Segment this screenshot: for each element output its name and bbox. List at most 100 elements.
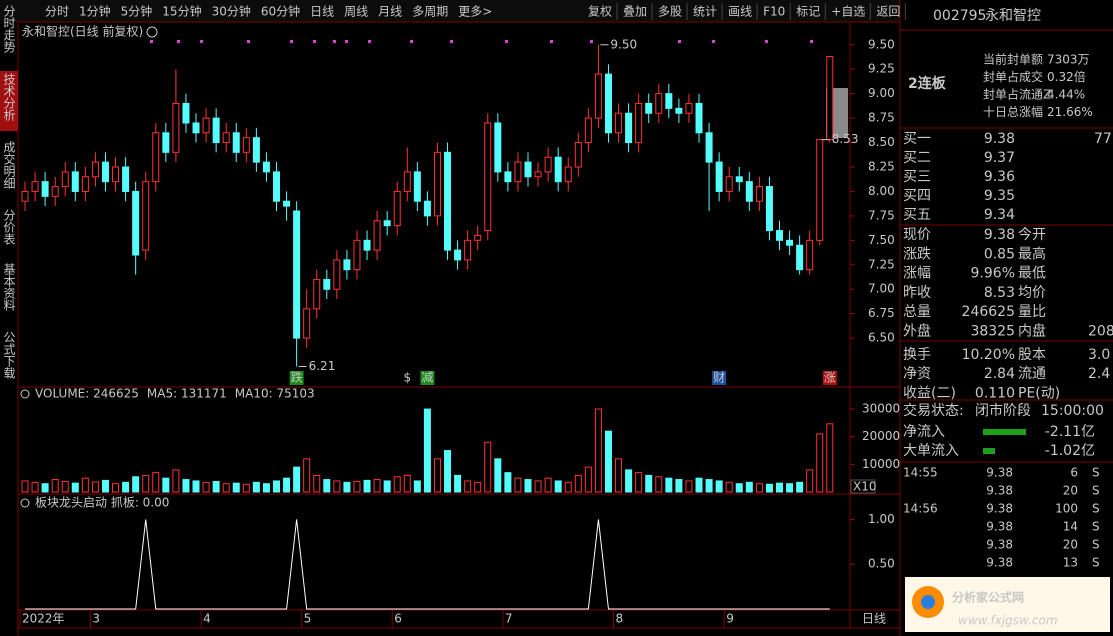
chart-title: 永和智控(日线 前复权) <box>22 24 143 39</box>
candle-body <box>675 107 683 114</box>
volume-bar <box>303 458 311 493</box>
stat-value: 0.85 <box>984 246 1015 262</box>
period-tab[interactable]: 日线 <box>310 5 334 19</box>
trade-volume: 13 <box>1063 556 1078 570</box>
period-tab[interactable]: 多周期 <box>412 5 448 19</box>
volume-bar <box>504 472 512 493</box>
event-marker[interactable]: $ <box>403 371 411 385</box>
volume-bar <box>645 474 653 493</box>
trade-time: 14:55 <box>903 466 938 480</box>
volume-bar <box>474 481 482 493</box>
candle-body <box>574 142 582 168</box>
volume-bar <box>816 433 824 493</box>
candle-body <box>383 220 391 227</box>
candle-body <box>755 186 763 202</box>
tool-button[interactable]: 标记 <box>796 5 820 19</box>
candle-body <box>695 102 703 134</box>
candle-body <box>333 259 341 290</box>
period-tab[interactable]: 60分钟 <box>261 4 300 19</box>
tool-button[interactable]: F10 <box>763 5 785 19</box>
period-tab[interactable]: 更多> <box>458 5 492 19</box>
tool-button[interactable]: 统计 <box>693 5 717 19</box>
volume-bar <box>51 479 59 493</box>
volume-bar <box>514 477 522 493</box>
volume-bar <box>564 481 572 493</box>
candle-body <box>665 93 673 109</box>
trade-volume: 20 <box>1063 484 1078 498</box>
side-tab[interactable]: 基本资料 <box>2 263 16 311</box>
volume-bar <box>252 481 260 493</box>
x-tick-label: 4 <box>203 612 211 626</box>
volume-bar <box>101 479 109 493</box>
period-tab[interactable]: 15分钟 <box>162 4 201 19</box>
side-tab[interactable]: 成交明细 <box>2 141 16 189</box>
candle-body <box>474 234 482 241</box>
candle-body <box>604 73 612 134</box>
tool-button[interactable]: 复权 <box>588 5 612 19</box>
trade-side: S <box>1092 556 1100 570</box>
volume-bar <box>262 483 270 493</box>
tool-button[interactable]: 画线 <box>728 5 752 19</box>
volume-bar <box>484 441 492 493</box>
flow-bar <box>983 429 1026 435</box>
period-tab[interactable]: 5分钟 <box>121 4 153 19</box>
volume-bar <box>273 480 280 493</box>
y-tick-label: 8.75 <box>868 111 895 125</box>
tool-button[interactable]: 多股 <box>658 5 682 19</box>
event-marker[interactable]: 财 <box>713 371 725 385</box>
y-tick-label: 9.25 <box>868 62 895 76</box>
volume-bar <box>212 480 220 493</box>
candle-body <box>776 230 783 241</box>
candle-body <box>61 171 69 188</box>
bid-price: 9.37 <box>984 150 1015 166</box>
volume-bar <box>61 480 69 493</box>
candle-body <box>765 186 773 232</box>
volume-bar <box>393 476 401 493</box>
y-tick-label: 1.00 <box>868 512 895 526</box>
menu-icon[interactable] <box>146 26 158 38</box>
tool-button[interactable]: 返回 <box>876 5 900 19</box>
event-marker[interactable]: 减 <box>421 371 433 385</box>
candle-body <box>112 166 120 183</box>
volume-bar <box>685 480 693 493</box>
volume-bar <box>112 483 120 493</box>
candle-body <box>182 102 190 124</box>
volume-bar <box>755 483 763 493</box>
x-tick-label: 8 <box>616 612 624 626</box>
side-tab[interactable]: 分时走势 <box>2 5 16 53</box>
candle-body <box>101 161 109 183</box>
volume-bar <box>162 477 170 493</box>
event-marker[interactable]: 涨 <box>824 370 836 385</box>
volume-bar <box>423 408 431 493</box>
stat-value: 3.0 <box>1088 347 1110 363</box>
candle-body <box>534 171 542 178</box>
candle-body <box>464 239 472 261</box>
volume-bar <box>796 481 804 493</box>
period-tab[interactable]: 月线 <box>378 5 402 19</box>
side-tab[interactable]: 公式下载 <box>2 331 16 380</box>
period-tab[interactable]: 分时 <box>45 5 69 19</box>
period-tab[interactable]: 周线 <box>344 5 368 19</box>
menu-icon[interactable] <box>20 498 30 508</box>
candle-body <box>323 278 331 290</box>
tool-button[interactable]: +自选 <box>831 5 865 19</box>
period-tab[interactable]: 30分钟 <box>212 4 251 19</box>
annotation: 8.53 <box>832 132 859 146</box>
menu-icon[interactable] <box>20 389 30 399</box>
period-tab[interactable]: 1分钟 <box>79 4 111 19</box>
volume-bar <box>132 476 140 493</box>
volume-bar <box>725 481 733 493</box>
candle-body <box>725 176 733 192</box>
stat-label: 流通 <box>1018 366 1046 382</box>
candle-body <box>796 244 804 271</box>
side-tab-bg <box>0 71 18 131</box>
side-tab[interactable]: 分价表 <box>2 209 16 245</box>
candle-body <box>564 166 572 183</box>
stat-label: 现价 <box>903 227 931 243</box>
tool-button[interactable]: 叠加 <box>623 5 647 19</box>
event-marker[interactable]: 跌 <box>291 370 303 385</box>
stat-value: 208 <box>1088 324 1113 340</box>
side-tab[interactable]: 技术分析 <box>2 73 16 122</box>
volume-bar <box>142 474 150 493</box>
volume-bar <box>534 480 542 493</box>
